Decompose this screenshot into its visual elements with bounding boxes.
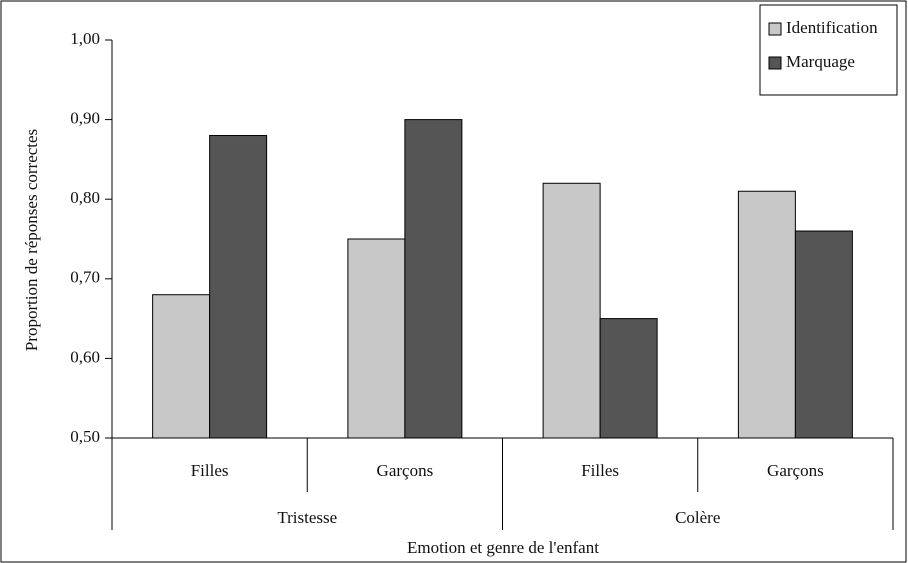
group-label: Colère xyxy=(675,508,720,527)
x-tick-label: Filles xyxy=(191,461,229,480)
legend-box xyxy=(759,4,898,96)
x-tick-label: Garçons xyxy=(767,461,824,480)
x-tick-label: Garçons xyxy=(377,461,434,480)
legend-swatch xyxy=(768,56,782,70)
y-tick-label: 0,50 xyxy=(70,427,100,446)
legend-label: Marquage xyxy=(786,52,855,71)
y-tick-label: 0,60 xyxy=(70,347,100,366)
legend-swatch xyxy=(768,22,782,36)
bar xyxy=(794,230,853,439)
y-tick-label: 0,80 xyxy=(70,188,100,207)
bar xyxy=(347,238,406,439)
y-tick-label: 1,00 xyxy=(70,29,100,48)
legend-label: Identification xyxy=(786,18,878,37)
bar xyxy=(152,294,211,439)
x-axis-label: Emotion et genre de l'enfant xyxy=(407,538,599,557)
bar xyxy=(209,135,268,439)
bar xyxy=(542,182,601,439)
bar xyxy=(404,119,463,439)
bar xyxy=(737,190,796,439)
group-label: Tristesse xyxy=(277,508,337,527)
x-tick-label: Filles xyxy=(581,461,619,480)
bar xyxy=(599,318,658,439)
y-tick-label: 0,70 xyxy=(70,268,100,287)
y-tick-label: 0,90 xyxy=(70,109,100,128)
y-axis-label: Proportion de réponses correctes xyxy=(22,129,41,351)
